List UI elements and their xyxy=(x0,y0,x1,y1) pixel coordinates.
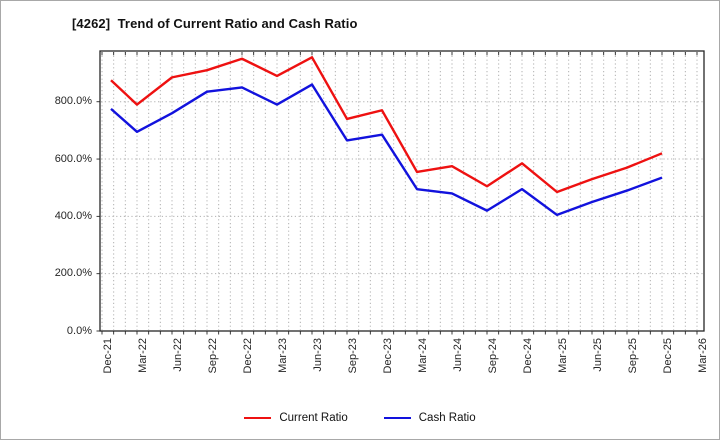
y-tick-label: 200.0% xyxy=(54,267,92,280)
y-tick-label: 0.0% xyxy=(66,324,92,337)
legend: Current Ratio Cash Ratio xyxy=(0,407,720,429)
x-tick-label: Mar-26 xyxy=(696,338,709,373)
x-tick-label: Mar-24 xyxy=(416,338,429,373)
x-tick-label: Dec-21 xyxy=(101,338,114,374)
x-tick-label: Dec-22 xyxy=(241,338,254,374)
cash-ratio-line xyxy=(110,83,663,217)
legend-label-current-ratio: Current Ratio xyxy=(279,412,348,424)
y-tick-label: 800.0% xyxy=(54,95,92,108)
x-tick-label: Sep-22 xyxy=(206,338,219,374)
x-tick-label: Dec-24 xyxy=(521,338,534,374)
x-tick-label: Dec-23 xyxy=(381,338,394,374)
x-tick-label: Sep-24 xyxy=(486,338,499,374)
chart-title: [4262] Trend of Current Ratio and Cash R… xyxy=(72,16,358,31)
legend-item-current-ratio: Current Ratio xyxy=(244,412,348,424)
x-tick-label: Jun-25 xyxy=(591,338,604,372)
x-tick-label: Jun-24 xyxy=(451,338,464,372)
x-tick-label: Mar-25 xyxy=(556,338,569,373)
plot-spines xyxy=(99,50,705,332)
x-tick-label: Dec-25 xyxy=(661,338,674,374)
x-tick-label: Mar-22 xyxy=(136,338,149,373)
current-ratio-line-swatch xyxy=(244,417,272,419)
y-tick-label: 600.0% xyxy=(54,152,92,165)
x-tick-label: Jun-22 xyxy=(171,338,184,372)
x-tick-label: Jun-23 xyxy=(311,338,324,372)
legend-label-cash-ratio: Cash Ratio xyxy=(418,412,476,424)
x-tick-label: Sep-25 xyxy=(626,338,639,374)
x-tick-label: Mar-23 xyxy=(276,338,289,373)
cash-ratio-line-swatch xyxy=(383,417,411,419)
x-tick-label: Sep-23 xyxy=(346,338,359,374)
legend-item-cash-ratio: Cash Ratio xyxy=(383,412,476,424)
y-tick-label: 400.0% xyxy=(54,209,92,222)
current-ratio-line xyxy=(110,56,663,194)
